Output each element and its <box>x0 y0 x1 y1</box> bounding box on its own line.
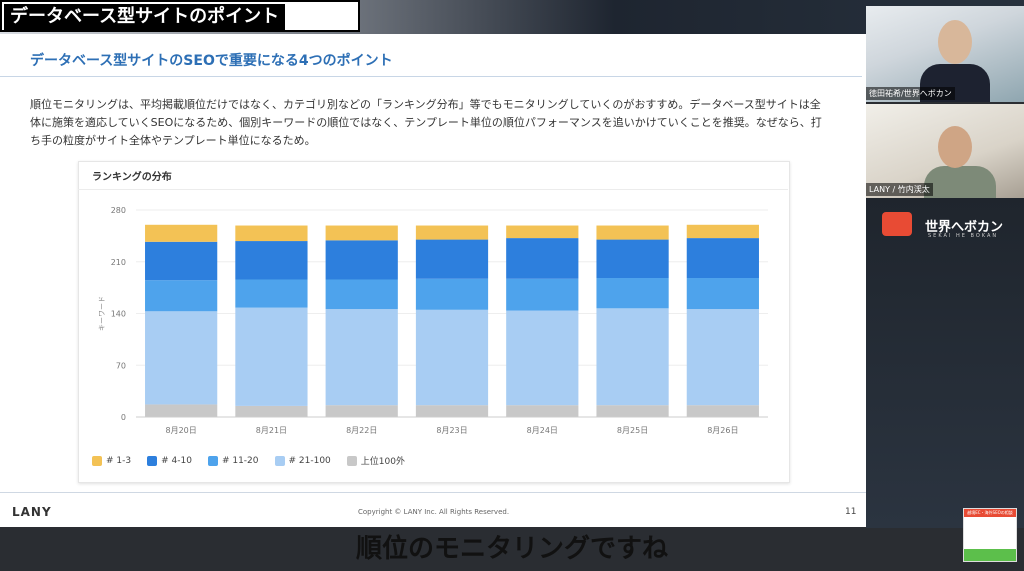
bar-segment <box>235 307 308 406</box>
bar-segment <box>506 238 579 279</box>
webcam-label: 徳田祐希/世界へボカン <box>866 87 955 100</box>
promo-thumbnail[interactable]: 越境EC・海外SEOの相談 <box>963 508 1017 562</box>
legend-swatch <box>92 455 102 466</box>
chart-legend: # 1-3 # 4-10 # 11-20 # 21-100 上位100外 <box>92 454 405 467</box>
bar-segment <box>506 278 579 311</box>
legend-item[interactable]: # 4-10 <box>147 454 192 467</box>
x-tick-label: 8月20日 <box>166 426 197 435</box>
bar-segment <box>325 405 398 417</box>
y-tick-label: 70 <box>116 361 126 370</box>
bar-segment <box>415 278 489 310</box>
legend-item[interactable]: # 21-100 <box>274 454 331 467</box>
x-tick-label: 8月22日 <box>346 426 377 435</box>
bar-segment <box>686 278 759 310</box>
legend-label: # 1-3 <box>106 455 132 466</box>
bar-segment <box>506 310 579 406</box>
y-tick-label: 0 <box>121 413 126 422</box>
legend-swatch <box>346 455 357 466</box>
x-tick-label: 8月25日 <box>617 426 648 435</box>
bar-segment <box>596 405 669 417</box>
x-tick-label: 8月26日 <box>707 426 738 435</box>
bar-segment <box>686 405 759 417</box>
bar-segment <box>235 225 308 242</box>
bar-segment <box>686 238 759 279</box>
bar-segment <box>415 309 489 406</box>
video-title-banner: データベース型サイトのポイント <box>0 0 360 32</box>
bar-segment <box>325 225 398 241</box>
bar-segment <box>686 309 759 406</box>
person-head <box>938 20 972 64</box>
bar-segment <box>235 241 308 280</box>
bar-segment <box>506 405 579 417</box>
bar-segment <box>686 224 759 239</box>
legend-swatch <box>274 455 285 466</box>
bar-segment <box>145 404 218 417</box>
bar-segment <box>415 239 489 279</box>
video-title-text: データベース型サイトのポイント <box>4 4 286 30</box>
brand-logo-icon <box>882 212 912 236</box>
webcam-label: LANY / 竹内渓太 <box>866 183 933 196</box>
heading-divider <box>0 76 862 77</box>
person-head <box>938 126 972 168</box>
bar-segment <box>415 225 489 240</box>
legend-item[interactable]: # 11-20 <box>207 454 259 467</box>
page-number: 11 <box>845 507 857 517</box>
legend-label: # 21-100 <box>288 455 331 466</box>
bar-segment <box>145 224 218 242</box>
bar-segment <box>325 240 398 280</box>
bar-segment <box>596 225 669 240</box>
bar-segment <box>325 279 398 310</box>
bar-segment <box>506 225 579 239</box>
bar-segment <box>145 280 218 312</box>
y-axis-label: キーワード <box>98 296 106 331</box>
chart-panel-title: ランキングの分布 <box>92 172 172 183</box>
legend-swatch <box>207 455 218 466</box>
bar-segment <box>596 278 669 309</box>
brand-subtitle: SEKAI HE BOKAN <box>928 233 999 239</box>
legend-label: 上位100外 <box>360 457 405 467</box>
bar-segment <box>596 308 669 406</box>
legend-item[interactable]: 上位100外 <box>346 454 405 467</box>
slide-heading: データベース型サイトのSEOで重要になる4つのポイント <box>30 53 393 69</box>
person-body <box>924 166 996 198</box>
webcam-speaker-2: LANY / 竹内渓太 <box>866 104 1024 198</box>
footer-copyright: Copyright © LANY Inc. All Rights Reserve… <box>358 508 510 516</box>
bar-segment <box>145 241 218 281</box>
y-tick-label: 140 <box>111 310 126 319</box>
x-tick-label: 8月21日 <box>256 426 287 435</box>
bar-segment <box>235 279 308 308</box>
y-tick-label: 280 <box>111 206 126 215</box>
footer-logo: LANY <box>12 505 52 519</box>
x-tick-label: 8月23日 <box>436 426 467 435</box>
chart-panel-divider <box>78 189 788 190</box>
legend-label: # 4-10 <box>161 455 192 466</box>
legend-swatch <box>147 455 158 466</box>
bar-segment <box>325 309 398 406</box>
bar-segment <box>596 239 669 279</box>
bar-segment <box>235 405 308 417</box>
brand-name: 世界へボカン <box>925 220 1004 235</box>
y-tick-label: 210 <box>111 258 126 267</box>
video-subtitle: 順位のモニタリングですね <box>355 534 668 564</box>
x-tick-label: 8月24日 <box>527 426 558 435</box>
slide-paragraph: 順位モニタリングは、平均掲載順位だけではなく、カテゴリ別などの「ランキング分布」… <box>30 98 822 147</box>
bar-segment <box>415 405 489 417</box>
ranking-distribution-chart: 0 70 140 210 280 キーワード 8月20日 8月21日 8月22日 8月23日 8月2… <box>98 206 768 435</box>
promo-thumbnail-band <box>964 549 1016 561</box>
promo-thumbnail-caption: 越境EC・海外SEOの相談 <box>964 509 1016 517</box>
webcam-speaker-1: 徳田祐希/世界へボカン <box>866 6 1024 102</box>
brand-panel <box>866 198 1024 528</box>
footer-divider <box>0 492 866 493</box>
bar-segment <box>145 311 218 405</box>
legend-item[interactable]: # 1-3 <box>92 454 131 467</box>
legend-label: # 11-20 <box>221 455 259 466</box>
